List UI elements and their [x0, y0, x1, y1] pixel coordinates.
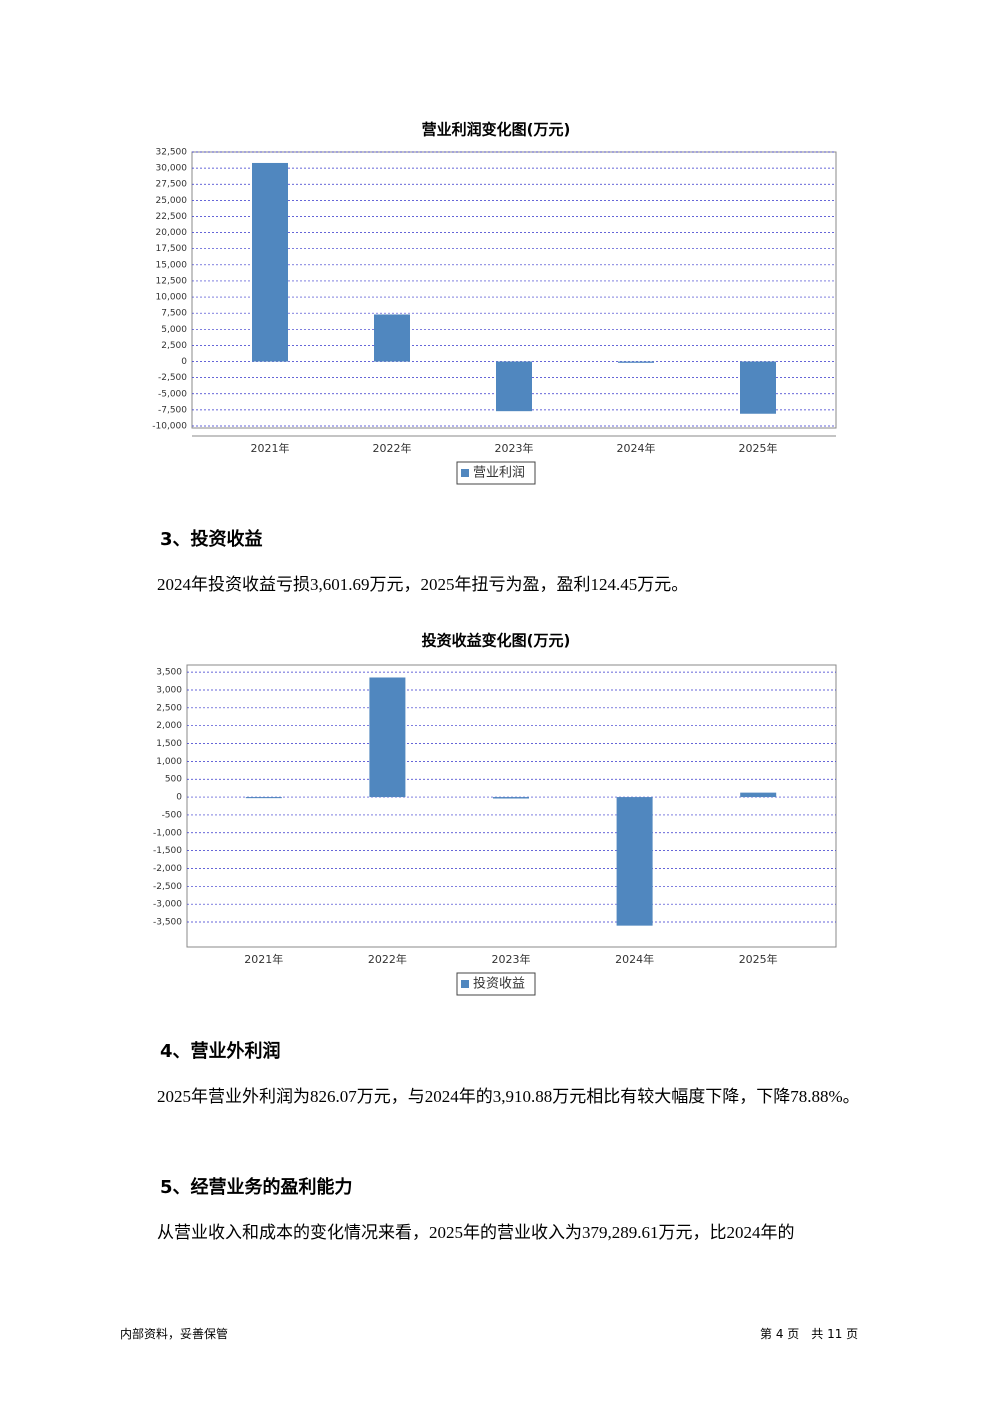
- y-tick-label: -1,000: [153, 828, 182, 838]
- y-tick-label: 22,500: [156, 212, 188, 222]
- y-tick-label: -7,500: [158, 405, 187, 415]
- y-tick-label: 17,500: [156, 244, 188, 254]
- y-tick-label: -3,000: [153, 900, 182, 910]
- y-tick-label: 30,000: [156, 164, 188, 174]
- legend-swatch: [461, 469, 469, 477]
- y-tick-label: -500: [162, 810, 183, 820]
- x-tick-label: 2024年: [617, 441, 656, 455]
- y-tick-label: 0: [181, 357, 187, 367]
- y-tick-label: 1,500: [156, 739, 182, 749]
- y-tick-label: 12,500: [156, 276, 188, 286]
- legend-label: 投资收益: [473, 976, 525, 992]
- bar: [740, 792, 777, 798]
- bar: [740, 361, 776, 414]
- bar: [496, 361, 532, 412]
- y-tick-label: 27,500: [156, 180, 188, 190]
- bar: [616, 797, 653, 926]
- paragraph: 从营业收入和成本的变化情况来看，2025年的营业收入为379,289.61万元，…: [157, 1223, 795, 1242]
- y-tick-label: -3,500: [153, 918, 182, 928]
- bar: [618, 361, 654, 363]
- y-tick-label: 2,500: [161, 341, 187, 351]
- y-tick-label: -2,500: [153, 882, 182, 892]
- section-heading: 4、营业外利润: [160, 1041, 281, 1062]
- bar: [252, 162, 288, 362]
- paragraph: 2024年投资收益亏损3,601.69万元，2025年扭亏为盈，盈利124.45…: [157, 575, 689, 594]
- x-tick-label: 2023年: [492, 952, 531, 966]
- y-tick-label: -1,500: [153, 846, 182, 856]
- y-tick-label: -2,500: [158, 373, 187, 383]
- legend-label: 营业利润: [473, 466, 525, 481]
- footer-left: 内部资料，妥善保管: [120, 1327, 229, 1341]
- legend-box: [456, 461, 536, 485]
- section-heading: 5、经营业务的盈利能力: [160, 1177, 353, 1198]
- plot-area: [186, 664, 837, 948]
- x-tick-label: 2022年: [368, 952, 407, 966]
- y-tick-label: 15,000: [156, 260, 188, 270]
- bar: [374, 314, 410, 362]
- y-tick-label: -10,000: [152, 422, 187, 432]
- y-tick-label: 10,000: [156, 293, 188, 303]
- section-heading: 3、投资收益: [160, 529, 263, 550]
- x-tick-label: 2021年: [244, 952, 283, 966]
- legend-box: [456, 972, 536, 996]
- x-tick-label: 2021年: [251, 441, 290, 455]
- x-tick-label: 2025年: [739, 441, 778, 455]
- x-tick-label: 2024年: [615, 952, 654, 966]
- x-tick-label: 2025年: [739, 952, 778, 966]
- y-tick-label: 32,500: [156, 148, 188, 158]
- y-tick-label: 1,000: [156, 757, 182, 767]
- chart: 投资收益变化图(万元) -3,500 -3,000 -2,500 -2,000 -1,50…: [153, 632, 837, 996]
- footer-right: 第 4 页 共 11 页: [760, 1327, 859, 1341]
- y-tick-label: 20,000: [156, 228, 188, 238]
- y-tick-label: 5,000: [161, 325, 187, 335]
- bar: [245, 797, 282, 799]
- chart-title: 营业利润变化图(万元): [422, 121, 571, 139]
- y-tick-label: 500: [165, 775, 182, 785]
- y-tick-label: 0: [176, 793, 182, 803]
- legend-swatch: [461, 980, 469, 988]
- bar: [493, 797, 529, 799]
- chart: 营业利润变化图(万元) -10,000 -7,500 -5,000 -2,500 0 2,5…: [152, 121, 837, 485]
- x-tick-label: 2023年: [495, 441, 534, 455]
- bar: [369, 677, 406, 798]
- y-tick-label: 7,500: [161, 309, 187, 319]
- y-tick-label: -5,000: [158, 389, 187, 399]
- paragraph: 2025年营业外利润为826.07万元，与2024年的3,910.88万元相比有…: [157, 1087, 860, 1106]
- y-tick-label: 25,000: [156, 196, 188, 206]
- y-tick-label: 2,500: [156, 703, 182, 713]
- y-tick-label: 3,500: [156, 668, 182, 678]
- chart-title: 投资收益变化图(万元): [422, 632, 571, 650]
- y-tick-label: 3,000: [156, 685, 182, 695]
- y-tick-label: 2,000: [156, 721, 182, 731]
- x-tick-label: 2022年: [373, 441, 412, 455]
- y-tick-label: -2,000: [153, 864, 182, 874]
